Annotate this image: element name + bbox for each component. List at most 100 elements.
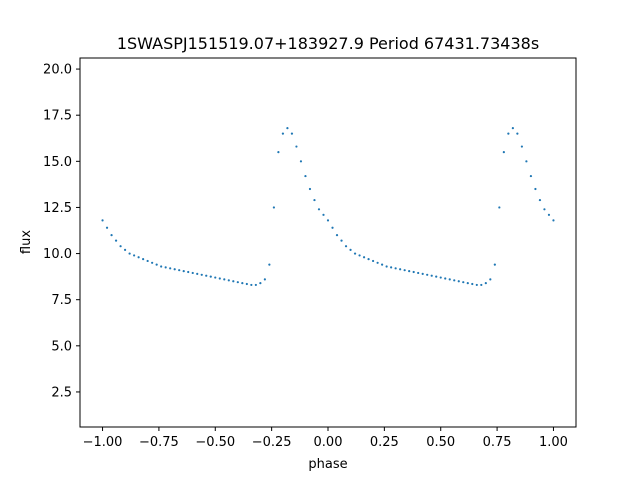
data-point [439, 276, 442, 279]
data-point [381, 263, 384, 266]
y-tick-label: 5.0 [51, 339, 72, 354]
data-point [308, 187, 312, 191]
data-point [169, 267, 172, 270]
data-point [340, 239, 343, 242]
data-point [286, 127, 289, 130]
data-point [164, 266, 167, 269]
data-point [304, 174, 307, 178]
data-point [259, 281, 262, 285]
data-point [313, 198, 316, 202]
data-point [326, 219, 330, 222]
data-point [493, 263, 496, 266]
data-point [227, 279, 230, 282]
data-point [430, 274, 433, 277]
data-point [353, 252, 357, 255]
data-point [272, 206, 275, 209]
data-point [507, 132, 510, 135]
data-point [385, 265, 388, 268]
data-point [471, 282, 474, 286]
data-point [421, 272, 424, 275]
data-point [412, 270, 415, 274]
y-axis-label: flux [19, 230, 34, 254]
data-point [290, 132, 294, 135]
data-point [435, 275, 438, 278]
data-point [241, 281, 244, 285]
data-point [160, 265, 163, 268]
data-point [123, 248, 127, 251]
data-point [552, 219, 555, 222]
data-point [534, 187, 537, 191]
data-point [462, 281, 465, 284]
data-point [133, 254, 136, 257]
data-point [417, 271, 420, 275]
x-tick-label: 0.50 [426, 435, 455, 450]
data-point [232, 280, 235, 283]
x-tick-label: −1.00 [83, 435, 123, 450]
data-point [322, 213, 325, 216]
data-point [335, 234, 339, 237]
data-point [448, 278, 451, 281]
data-point [263, 278, 266, 281]
x-axis-ticks: −1.00 −0.75 −0.50 −0.25 0.00 0.25 0.50 0.75 1.00 [83, 427, 568, 450]
data-point [250, 283, 253, 287]
data-point [281, 132, 285, 135]
y-tick-label: 12.5 [43, 201, 72, 216]
data-point [105, 226, 109, 229]
data-point [187, 270, 190, 274]
data-point [277, 150, 280, 154]
data-point [475, 283, 478, 287]
y-tick-label: 17.5 [43, 109, 72, 124]
data-point [349, 248, 352, 251]
scatter-points [101, 127, 555, 287]
data-point [142, 258, 145, 261]
y-tick-label: 7.5 [51, 293, 72, 308]
data-point [484, 281, 487, 285]
data-point [200, 273, 203, 276]
x-tick-label: 0.25 [370, 435, 399, 450]
data-point [457, 280, 460, 283]
data-point [367, 258, 370, 261]
data-point [295, 145, 298, 148]
x-tick-label: 0.75 [483, 435, 512, 450]
data-point [178, 269, 181, 272]
x-tick-label: 1.00 [539, 435, 568, 450]
x-axis-label: phase [308, 457, 347, 472]
data-point [128, 252, 131, 255]
x-tick-label: −0.75 [139, 435, 179, 450]
x-tick-label: −0.50 [195, 435, 235, 450]
data-point [268, 263, 271, 266]
data-point [245, 282, 248, 286]
data-point [218, 277, 221, 280]
data-point [344, 245, 348, 248]
data-point [114, 239, 118, 242]
data-point [394, 267, 397, 270]
data-point [390, 266, 393, 269]
data-point [196, 272, 199, 275]
data-point [137, 256, 140, 259]
data-point [453, 279, 456, 282]
data-point [331, 226, 334, 229]
data-point [236, 281, 239, 284]
data-point [182, 269, 185, 273]
data-point [299, 160, 303, 163]
data-point [399, 268, 402, 271]
data-point [403, 269, 406, 272]
data-point [254, 283, 257, 287]
data-point [547, 213, 551, 216]
data-point [525, 160, 528, 163]
data-point [205, 274, 208, 277]
data-point [209, 275, 212, 278]
y-tick-label: 15.0 [43, 155, 72, 170]
data-point [516, 132, 519, 135]
data-point [371, 259, 375, 263]
data-point [223, 278, 226, 281]
data-point [538, 198, 542, 202]
data-point [426, 273, 429, 276]
y-tick-label: 2.5 [51, 385, 72, 400]
data-point [502, 150, 505, 154]
data-point [155, 263, 158, 266]
y-tick-label: 20.0 [43, 63, 72, 78]
data-point [214, 276, 217, 279]
data-point [489, 278, 492, 281]
